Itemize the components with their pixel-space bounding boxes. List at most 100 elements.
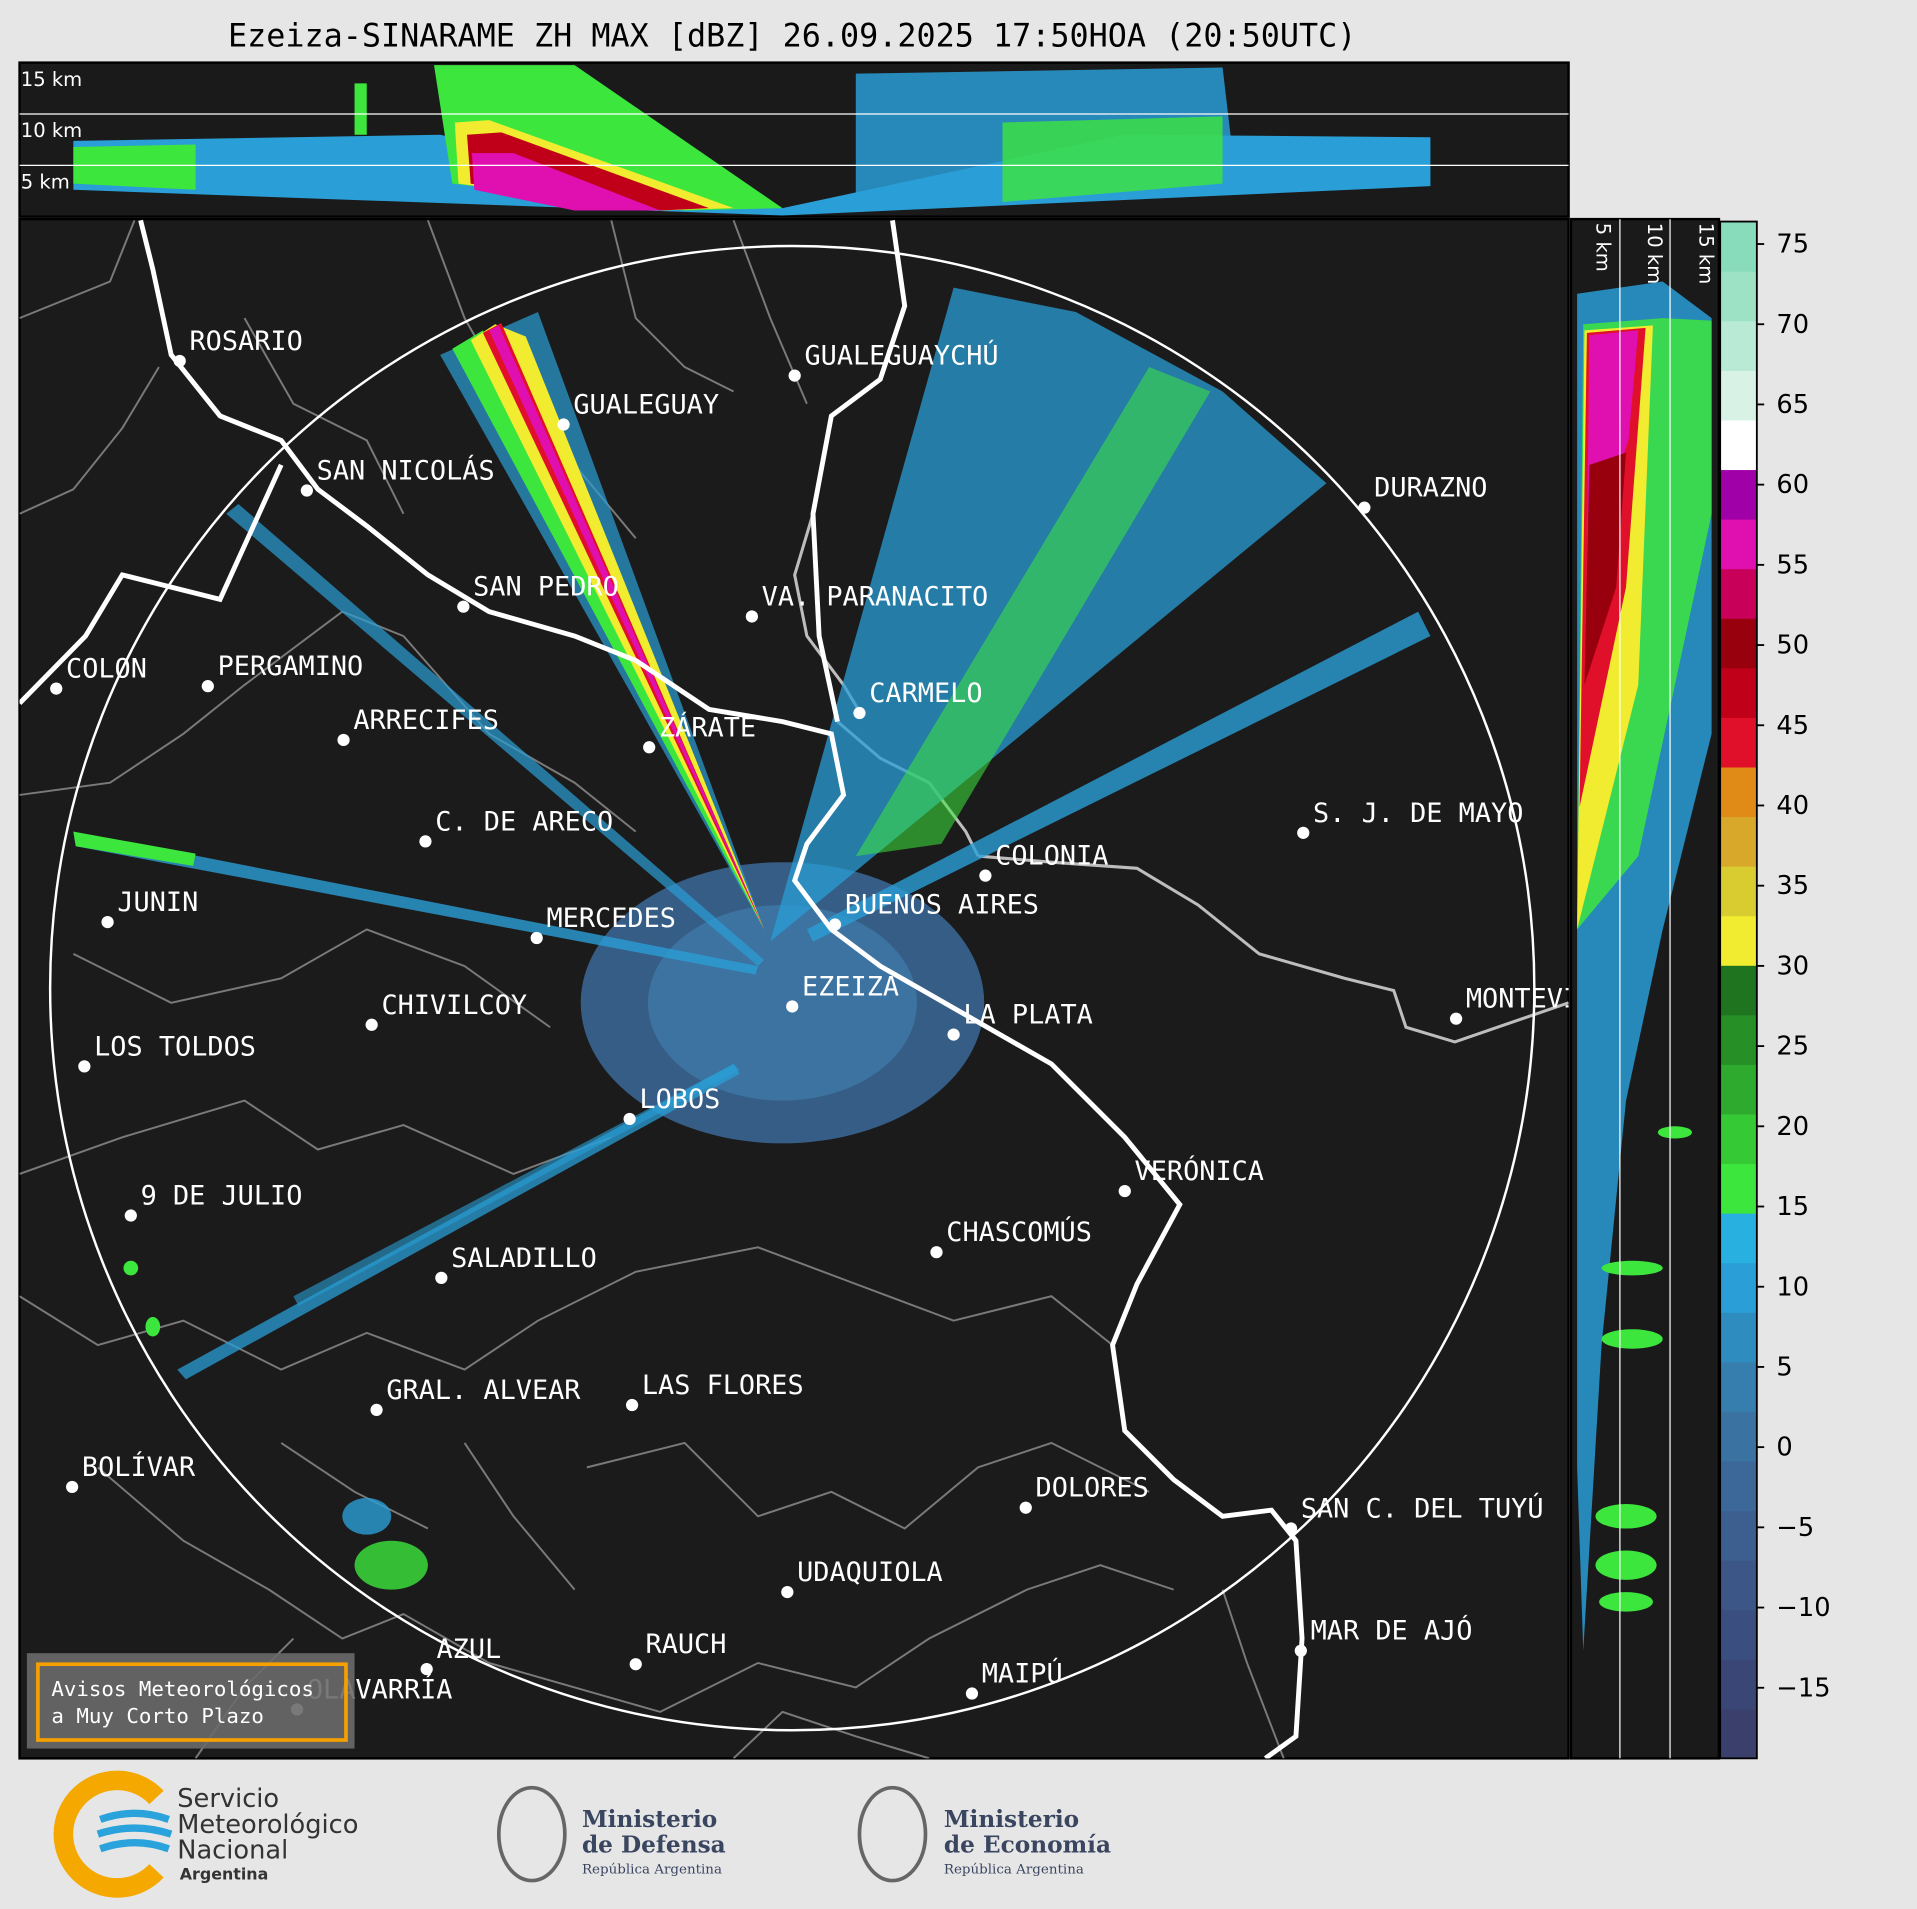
logo-text: de Defensa — [582, 1831, 726, 1858]
city-label: SALADILLO — [451, 1243, 597, 1274]
colorbar-segment — [1720, 568, 1757, 619]
echo — [647, 904, 917, 1101]
city-label: C. DE ARECO — [435, 806, 613, 837]
city-dot — [101, 915, 114, 929]
colorbar-tick-label: 55 — [1776, 550, 1809, 580]
radar-range — [48, 244, 1536, 1732]
side-profile-echoes — [1577, 219, 1712, 1759]
city-dot — [1284, 1522, 1298, 1535]
logo-text: Nacional — [177, 1836, 288, 1866]
colorbar-segment — [1720, 1113, 1757, 1165]
city-dot — [420, 1662, 433, 1676]
city-dot — [786, 1000, 799, 1013]
notice-text: Avisos Meteorológicos — [51, 1677, 314, 1701]
city-dot — [557, 418, 570, 431]
city-dot — [979, 869, 992, 882]
logo-text: Servicio — [177, 1784, 279, 1814]
colorbar-tick-label: 10 — [1776, 1272, 1809, 1302]
echo — [1601, 1260, 1663, 1276]
colorbar-segment — [1720, 320, 1757, 371]
city-dot — [1118, 1184, 1131, 1198]
colorbar-tick-label: 75 — [1776, 230, 1809, 260]
echo — [1595, 1550, 1657, 1580]
colorbar-segment — [1720, 1312, 1757, 1363]
colorbar-segment — [1720, 1659, 1757, 1710]
echo — [1599, 1592, 1653, 1612]
title: Ezeiza-SINARAME ZH MAX [dBZ] 26.09.2025 … — [228, 19, 1356, 55]
border — [19, 463, 284, 705]
colorbar-frame — [1719, 220, 1758, 1760]
echo — [145, 1316, 161, 1337]
height-label: 15 km — [21, 68, 82, 91]
city-label: BUENOS AIRES — [845, 890, 1039, 921]
logo-arc — [53, 1770, 164, 1898]
top-profile: 15 km 10 km 5 km — [18, 61, 1570, 218]
colorbar-tick-label: 45 — [1776, 711, 1809, 741]
echo — [354, 1540, 428, 1590]
cities: ROSARIO GUALEGUAYCHÚ GUALEGUAY SAN NICOLÁS D… — [50, 326, 1569, 1716]
city-dot — [201, 680, 214, 693]
colorbar-segment — [1720, 419, 1757, 471]
city-dot — [457, 600, 470, 613]
city-dot — [781, 1585, 794, 1599]
colorbar-tick-label: 30 — [1776, 951, 1809, 981]
echo — [452, 330, 765, 930]
city-label: AZUL — [436, 1634, 501, 1665]
colorbar-tick-label: −15 — [1776, 1673, 1830, 1703]
colorbar-segment — [1720, 1361, 1757, 1412]
echo — [226, 503, 765, 967]
city-label: ROSARIO — [189, 326, 302, 357]
echo — [1657, 1126, 1693, 1139]
colorbar-segment — [1720, 1163, 1757, 1214]
city-label: JUNIN — [117, 887, 198, 918]
colorbar-tick-label: 60 — [1776, 470, 1809, 500]
colorbar-segment — [1720, 965, 1757, 1016]
city-label: LOBOS — [639, 1084, 720, 1115]
city-label: ZÁRATE — [659, 711, 756, 743]
colorbar-tick-label: −10 — [1776, 1593, 1830, 1623]
notice-box[interactable] — [26, 1653, 355, 1749]
echo — [1584, 452, 1627, 685]
height-label: 15 km — [1694, 223, 1717, 284]
echo — [806, 611, 1431, 942]
colorbar-tick-label: 65 — [1776, 390, 1809, 420]
city-dot — [947, 1028, 960, 1041]
city-dot — [337, 733, 350, 747]
city-label: DURAZNO — [1374, 473, 1487, 504]
colorbar-segment — [1720, 1064, 1757, 1115]
height-label: 10 km — [21, 119, 82, 142]
city-label: MAIPÚ — [982, 1658, 1063, 1690]
city-dot — [853, 706, 866, 720]
logo-text: Ministerio — [582, 1806, 717, 1833]
colorbar-segment — [1720, 1510, 1757, 1561]
echo — [855, 367, 1211, 857]
city-dot — [66, 1480, 79, 1494]
smn-logo: Servicio Meteorológico Nacional Argentin… — [53, 1770, 358, 1898]
colorbar-segment — [1720, 1014, 1757, 1065]
colorbar-segment — [1720, 1213, 1757, 1264]
city-label: SAN PEDRO — [473, 572, 619, 603]
colorbar-tick-label: −5 — [1776, 1513, 1814, 1543]
city-dot — [629, 1658, 642, 1671]
city-dot — [1449, 1012, 1463, 1025]
colorbar-segment — [1720, 866, 1757, 917]
city-dot — [745, 610, 758, 623]
echo — [1601, 1329, 1663, 1349]
city-label: CHIVILCOY — [381, 990, 527, 1021]
city-dot — [1294, 1644, 1307, 1657]
city-dot — [124, 1209, 137, 1222]
colorbar-segment — [1720, 469, 1757, 520]
echo — [1002, 116, 1223, 203]
logo-text: República Argentina — [944, 1862, 1084, 1877]
footer: Servicio Meteorológico Nacional Argentin… — [53, 1770, 1111, 1898]
city-dot — [643, 741, 656, 754]
echo — [73, 144, 196, 190]
colorbar-segment — [1720, 1609, 1757, 1660]
city-dot — [435, 1271, 448, 1284]
city-dot — [788, 369, 801, 382]
city-label: MERCEDES — [546, 903, 675, 934]
echo — [470, 324, 765, 930]
